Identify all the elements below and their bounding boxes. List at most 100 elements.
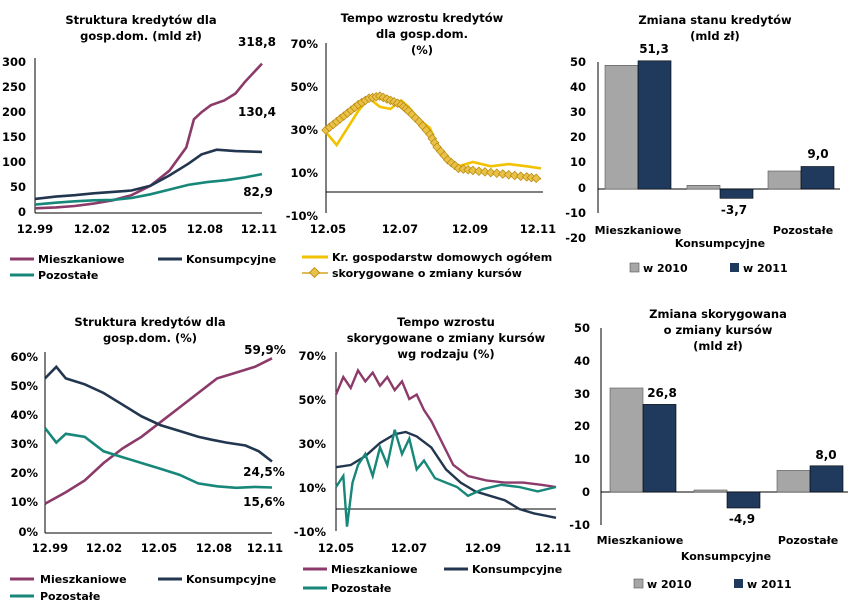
- chart5-ytick: 70%: [298, 349, 326, 363]
- chart1-title-line1: Struktura kredytów dla: [65, 13, 216, 27]
- chart6-bar-2010-konsumpcyjne: [693, 489, 728, 493]
- chart3-bar-2011-pozostale: [800, 166, 835, 190]
- chart6-ytick: 50: [574, 321, 590, 335]
- chart1-legend-konsumpcyjne: Konsumpcyjne: [186, 253, 276, 266]
- chart3-label-pozostale: 9,0: [807, 147, 828, 161]
- chart1-xtick: 12.08: [187, 222, 223, 236]
- chart1-end-label-pozostale: 82,9: [243, 185, 273, 199]
- chart4-ytick: 60%: [10, 350, 38, 364]
- chart3-ytick: 50: [570, 55, 586, 69]
- chart-tempo-wzrostu: Tempo wzrostu kredytów dla gosp.dom. (%)…: [286, 11, 557, 280]
- chart6-category-konsumpcyjne: Konsumpcyjne: [681, 550, 771, 563]
- chart2-marker-skorygowane: [503, 170, 514, 180]
- chart4-end-label-konsumpcyjne: 24,5%: [243, 465, 285, 479]
- chart2-title-line3: (%): [411, 43, 433, 57]
- chart6-ytick: -10: [569, 518, 590, 532]
- chart5-xtick: 12.05: [318, 541, 354, 555]
- chart1-line-pozostale: [34, 172, 263, 206]
- chart3-category-mieszkaniowe: Mieszkaniowe: [595, 224, 682, 237]
- chart1-xtick: 12.02: [74, 222, 110, 236]
- chart6-label-konsumpcyjne: -4,9: [729, 512, 755, 526]
- chart4-legend-mieszkaniowe: Mieszkaniowe: [40, 573, 127, 586]
- chart3-ytick: -10: [565, 206, 586, 220]
- chart2-xtick: 12.05: [310, 222, 346, 236]
- chart2-xtick: 12.11: [520, 222, 556, 236]
- chart1-xtick: 12.11: [241, 222, 277, 236]
- chart1-legend-pozostale: Pozostałe: [38, 269, 98, 282]
- chart2-title-line2: dla gosp.dom.: [376, 27, 468, 41]
- chart-struktura-mld: Struktura kredytów dla gosp.dom. (mld zł…: [2, 13, 277, 282]
- chart1-ytick: 100: [2, 155, 26, 169]
- chart5-line-konsumpcyjne: [335, 430, 557, 519]
- chart6-legend-2010: w 2010: [647, 578, 692, 591]
- chart-tempo-wg-rodzaju: Tempo wzrostu skorygowane o zmiany kursó…: [294, 315, 572, 595]
- chart3-category-konsumpcyjne: Konsumpcyjne: [675, 237, 765, 250]
- chart3-ytick: 30: [570, 105, 586, 119]
- chart2-ytick: 30%: [290, 123, 318, 137]
- chart6-bar-2010-mieszkaniowe: [609, 387, 644, 493]
- chart5-xtick: 12.11: [535, 541, 571, 555]
- chart4-xtick: 12.05: [141, 541, 177, 555]
- chart6-ytick: 40: [574, 354, 590, 368]
- chart2-legend-marker-icon: [308, 266, 321, 279]
- chart3-legend-swatch-2011: [730, 263, 739, 272]
- chart4-title-line1: Struktura kredytów dla: [74, 315, 225, 329]
- chart1-end-label-konsumpcyjne: 130,4: [238, 105, 276, 119]
- chart4-title-line2: gosp.dom. (%): [103, 331, 197, 345]
- chart6-legend-swatch-2010: [633, 578, 644, 589]
- chart3-legend-2010: w 2010: [643, 262, 688, 275]
- chart4-line-mieszkaniowe: [44, 357, 273, 505]
- chart2-ytick: -10%: [286, 209, 319, 223]
- chart5-ytick: 10%: [298, 481, 326, 495]
- chart2-marker-skorygowane: [492, 168, 502, 179]
- chart1-ytick: 50: [10, 180, 26, 194]
- chart3-bar-2010-konsumpcyjne: [686, 185, 721, 190]
- chart3-bar-2010-mieszkaniowe: [604, 65, 639, 190]
- chart-struktura-procent: Struktura kredytów dla gosp.dom. (%) 60%…: [10, 315, 286, 603]
- chart3-ytick: 0: [578, 181, 586, 195]
- chart4-legend-pozostale: Pozostałe: [40, 590, 100, 603]
- chart4-line-konsumpcyjne: [44, 364, 273, 463]
- chart2-ytick: 70%: [290, 37, 318, 51]
- chart1-line-mieszkaniowe: [34, 62, 263, 210]
- chart4-ytick: 10%: [10, 495, 38, 509]
- chart5-title-line1: Tempo wzrostu: [397, 315, 495, 329]
- chart6-ytick: 0: [582, 485, 590, 499]
- chart1-line-konsumpcyjne: [34, 148, 263, 201]
- chart6-ytick: 30: [574, 387, 590, 401]
- chart4-xtick: 12.11: [247, 541, 283, 555]
- chart3-ytick: -20: [565, 231, 586, 245]
- chart6-bar-2010-pozostale: [776, 470, 811, 493]
- chart4-ytick: 20%: [10, 466, 38, 480]
- chart5-line-pozostale: [335, 429, 557, 527]
- chart5-title-line3: wg rodzaju (%): [397, 347, 494, 361]
- chart3-label-mieszkaniowe: 51,3: [639, 42, 669, 56]
- chart6-bar-2011-konsumpcyjne: [726, 491, 761, 509]
- chart6-category-mieszkaniowe: Mieszkaniowe: [597, 534, 684, 547]
- chart4-xtick: 12.08: [196, 541, 232, 555]
- chart2-xtick: 12.07: [382, 222, 418, 236]
- chart3-legend-2011: w 2011: [743, 262, 788, 275]
- chart4-ytick: 30%: [10, 437, 38, 451]
- chart2-marker-skorygowane: [498, 169, 508, 179]
- chart4-ytick: 50%: [10, 379, 38, 393]
- chart1-title-line2: gosp.dom. (mld zł): [80, 29, 202, 43]
- chart2-title-line1: Tempo wzrostu kredytów: [341, 11, 504, 25]
- chart4-legend-konsumpcyjne: Konsumpcyjne: [186, 573, 276, 586]
- chart5-ytick: -10%: [294, 525, 327, 539]
- chart2-marker-skorygowane: [486, 167, 496, 178]
- chart3-bar-2011-konsumpcyjne: [719, 188, 754, 199]
- chart3-label-konsumpcyjne: -3,7: [721, 203, 747, 217]
- chart-zmiana-stanu: Zmiana stanu kredytów (mld zł) 50 40 30 …: [565, 13, 840, 275]
- chart2-marker-skorygowane: [480, 167, 490, 177]
- chart5-xtick: 12.09: [465, 541, 501, 555]
- chart5-legend-pozostale: Pozostałe: [331, 582, 391, 595]
- chart1-ytick: 300: [2, 55, 26, 69]
- chart6-ytick: 10: [574, 452, 590, 466]
- chart5-ytick: 50%: [298, 393, 326, 407]
- chart5-line-mieszkaniowe: [334, 367, 557, 489]
- chart-zmiana-skorygowana: Zmiana skorygowana o zmiany kursów (mld …: [569, 307, 848, 591]
- chart4-end-label-mieszkaniowe: 59,9%: [244, 343, 286, 357]
- chart4-ytick: 0%: [18, 525, 38, 539]
